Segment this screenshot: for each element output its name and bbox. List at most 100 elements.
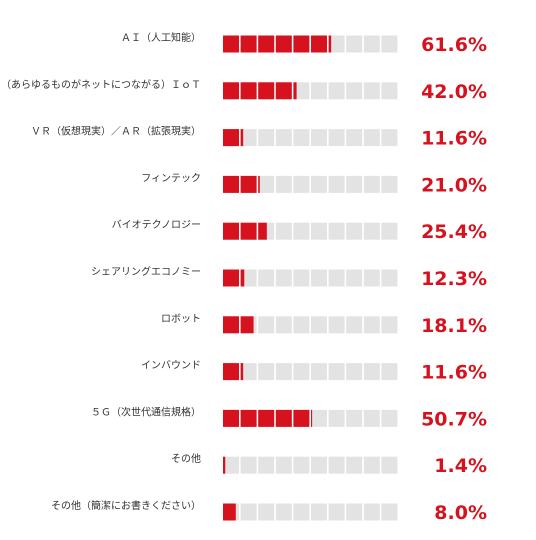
bar-cell-empty	[275, 222, 292, 240]
bar-cell-empty	[258, 269, 275, 287]
bar-cell-empty	[381, 129, 398, 147]
value-label: 42.0%	[421, 81, 487, 103]
bar-cell-empty	[240, 456, 257, 474]
bar-cell-empty	[328, 503, 345, 521]
bar-cell-fill	[293, 35, 310, 53]
bar-cell-empty	[293, 316, 310, 334]
chart-row: フィンテック 21.0%	[141, 172, 487, 196]
bar-cell-empty	[381, 503, 398, 521]
bar-cell-fill	[258, 82, 275, 100]
bar-cell-empty	[328, 456, 345, 474]
chart-row: バイオテクノロジー 25.4%	[112, 219, 487, 243]
bar-cell-empty	[363, 409, 380, 427]
value-label: 18.1%	[421, 315, 487, 337]
bar-cell-fill	[240, 316, 254, 334]
bar-cell-fill	[311, 35, 327, 53]
value-label: 25.4%	[421, 221, 487, 243]
bar-cell-empty	[293, 129, 310, 147]
bar-cell-empty	[363, 35, 380, 53]
category-label: その他	[171, 452, 201, 465]
bar-cell-empty	[328, 82, 345, 100]
bar-cell-fill	[223, 409, 239, 427]
bar-cell-empty	[328, 363, 345, 381]
chart-row: その他 1.4%	[171, 452, 487, 477]
bar-cell-fill	[258, 35, 275, 53]
chart-row: ＡＩ（人工知能） 61.6%	[121, 31, 487, 56]
bar-cell-fill	[223, 363, 239, 381]
bar-cell-empty	[293, 269, 310, 287]
value-label: 21.0%	[421, 174, 487, 196]
bar-cell-fill	[223, 129, 239, 147]
bar-cell-empty	[363, 269, 380, 287]
bar-cell-empty	[258, 316, 275, 334]
category-label: ロボット	[161, 313, 201, 325]
bar-cell-empty	[240, 129, 257, 147]
category-label: シェアリングエコノミー	[91, 265, 201, 278]
bar-cell-empty	[381, 269, 398, 287]
bar-cell-empty	[240, 503, 257, 521]
bar-cell-empty	[346, 82, 363, 100]
value-label: 8.0%	[434, 502, 487, 524]
bar-cell-empty	[346, 129, 363, 147]
bar-cell-empty	[311, 503, 327, 521]
bar-cell-fill	[223, 222, 239, 240]
bar-cell-empty	[363, 129, 380, 147]
category-label: ＶＲ（仮想現実）／ＡＲ（拡張現実）	[31, 125, 201, 138]
chart-row: その他（簡潔にお書きください） 8.0%	[51, 499, 487, 524]
bar-cell-empty	[363, 316, 380, 334]
bar-cell-empty	[311, 409, 327, 427]
bar-cell-fill	[240, 129, 244, 147]
bar-cell-empty	[363, 503, 380, 521]
bar-cell-fill	[223, 35, 239, 53]
bar-cell-empty	[346, 222, 363, 240]
category-label: インバウンド	[141, 360, 201, 372]
bar-cell-empty	[363, 363, 380, 381]
bar-cell-empty	[258, 129, 275, 147]
bar-cell-fill	[223, 456, 226, 474]
bar-cell-empty	[223, 456, 239, 474]
bar-cell-fill	[293, 409, 310, 427]
bar-cell-empty	[311, 316, 327, 334]
bar-cell-empty	[328, 269, 345, 287]
bar-cell-empty	[328, 409, 345, 427]
value-label: 50.7%	[421, 408, 487, 430]
bar-cell-empty	[381, 456, 398, 474]
value-label: 11.6%	[421, 362, 487, 384]
bar-cell-empty	[311, 456, 327, 474]
bar-cell-empty	[381, 363, 398, 381]
bar-cell-empty	[381, 409, 398, 427]
bar-cell-empty	[381, 82, 398, 100]
chart-row: ５Ｇ（次世代通信規格） 50.7%	[91, 405, 487, 430]
bar-cell-empty	[275, 456, 292, 474]
bar-cell-empty	[275, 175, 292, 193]
bar-cell-empty	[363, 82, 380, 100]
bar-cell-empty	[381, 35, 398, 53]
bar-cell-empty	[311, 222, 327, 240]
bar-cell-empty	[293, 82, 310, 100]
bar-cell-empty	[293, 175, 310, 193]
chart-row: シェアリングエコノミー 12.3%	[91, 265, 487, 290]
bar-cell-fill	[240, 409, 257, 427]
bar-cell-empty	[311, 129, 327, 147]
bar-cell-empty	[258, 456, 275, 474]
bar-cell-fill	[258, 175, 260, 193]
category-label: その他（簡潔にお書きください）	[51, 499, 201, 512]
bar-cell-empty	[293, 222, 310, 240]
category-label: バイオテクノロジー	[112, 219, 201, 231]
bar-cell-empty	[275, 503, 292, 521]
bar-cell-fill	[258, 409, 275, 427]
bar-cell-empty	[293, 456, 310, 474]
bar-cell-empty	[346, 175, 363, 193]
chart-row: ＶＲ（仮想現実）／ＡＲ（拡張現実） 11.6%	[31, 125, 487, 150]
bar-cell-empty	[293, 363, 310, 381]
bar-cell-empty	[346, 456, 363, 474]
bar-cell-empty	[346, 269, 363, 287]
bar-cell-empty	[311, 175, 327, 193]
bar-cell-empty	[258, 175, 275, 193]
category-label: ５Ｇ（次世代通信規格）	[91, 405, 201, 418]
bar-cell-empty	[381, 222, 398, 240]
bar-cell-fill	[328, 35, 332, 53]
bar-cell-empty	[363, 175, 380, 193]
bar-cell-fill	[258, 222, 267, 240]
